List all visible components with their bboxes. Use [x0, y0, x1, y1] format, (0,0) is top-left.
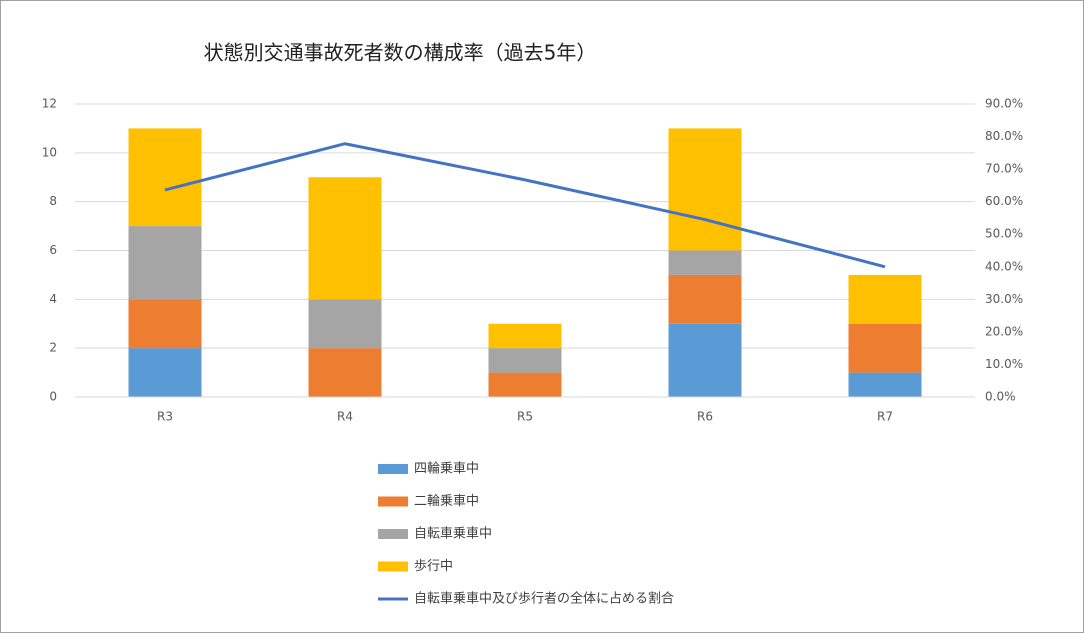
bar-segment: [308, 299, 382, 349]
bar-segment: [488, 323, 562, 349]
y-tick-label: 12: [42, 97, 57, 111]
bar-segment: [668, 128, 742, 251]
bar-segment: [848, 323, 922, 373]
bar-segment: [668, 323, 742, 397]
x-tick-label: R7: [877, 410, 893, 424]
y2-tick-label: 90.0%: [985, 97, 1023, 111]
bar-segment: [128, 348, 202, 397]
y-tick-label: 4: [49, 292, 57, 306]
line-series: [164, 142, 886, 269]
legend-text: 自転車乗車中及び歩行者の全体に占める割合: [414, 591, 674, 607]
legend-swatch: [378, 464, 408, 474]
bar-segment: [848, 372, 922, 397]
y2-tick-label: 80.0%: [985, 129, 1023, 143]
bar-segment: [128, 128, 202, 227]
bar-segment: [848, 274, 922, 324]
bar-segment: [308, 177, 382, 300]
y-tick-label: 2: [49, 341, 57, 355]
legend-swatch: [378, 529, 408, 539]
legend-text: 二輪乗車中: [414, 493, 479, 509]
legend-text: 自転車乗車中: [414, 527, 492, 542]
y2-tick-label: 50.0%: [985, 227, 1023, 241]
y-tick-label: 6: [49, 243, 57, 257]
chart-title: 状態別交通事故死者数の構成率（過去5年）: [204, 41, 597, 65]
y-tick-label: 0: [49, 390, 57, 404]
legend-swatch: [378, 561, 408, 572]
y2-tick-label: 40.0%: [985, 259, 1023, 273]
bar-segment: [668, 250, 742, 275]
y2-tick-label: 10.0%: [985, 357, 1023, 371]
legend-text: 四輪乗車中: [414, 461, 479, 477]
x-tick-label: R4: [337, 410, 353, 424]
y2-tick-label: 60.0%: [985, 194, 1023, 208]
bar-segment: [488, 372, 562, 397]
bar-segment: [128, 299, 202, 349]
legend-text: 歩行中: [414, 559, 453, 574]
x-tick-label: R3: [157, 410, 173, 424]
bar-segment: [128, 226, 202, 300]
x-tick-label: R6: [697, 410, 713, 424]
legend-swatch: [378, 496, 408, 507]
y-tick-label: 10: [42, 145, 57, 159]
y-tick-label: 8: [49, 194, 57, 208]
bar-segment: [668, 274, 742, 324]
y2-tick-label: 30.0%: [985, 292, 1023, 306]
y2-tick-label: 0.0%: [985, 390, 1016, 404]
bar-segment: [488, 348, 562, 373]
y2-tick-label: 20.0%: [985, 324, 1023, 338]
bar-segment: [308, 348, 382, 397]
y2-tick-label: 70.0%: [985, 162, 1023, 176]
x-tick-label: R5: [517, 410, 533, 424]
